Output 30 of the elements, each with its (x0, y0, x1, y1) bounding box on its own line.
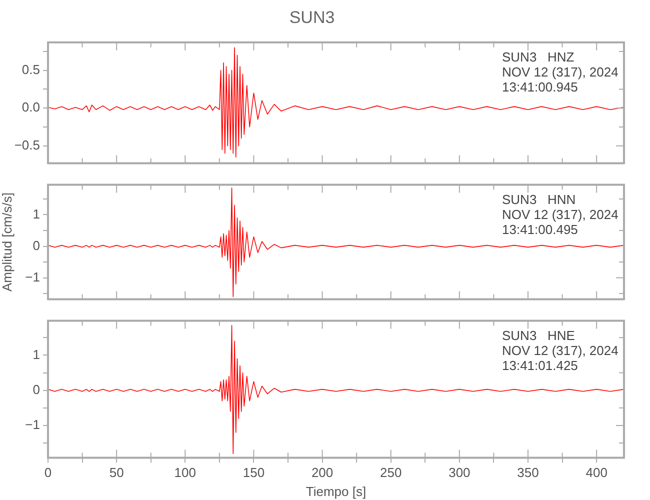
y-tick-label: 0 (32, 238, 40, 253)
x-tick-label: 0 (44, 465, 52, 480)
x-axis-title: Tiempo [s] (306, 484, 366, 499)
annotation: SUN3 HNN (502, 192, 576, 207)
annotation: 13:41:00.945 (502, 79, 578, 94)
x-tick-label: 50 (109, 465, 124, 480)
x-tick-label: 400 (586, 465, 608, 480)
annotation: 13:41:01.425 (502, 358, 578, 373)
y-tick-label: −0.5 (14, 137, 40, 152)
y-tick-label: −1 (25, 269, 40, 284)
y-axis-title: Amplitud [cm/s/s] (0, 192, 14, 292)
annotation: NOV 12 (317), 2024 (502, 342, 618, 358)
x-tick-label: 350 (517, 465, 539, 480)
x-tick-label: 150 (242, 465, 265, 480)
annotation: SUN3 HNZ (502, 49, 574, 64)
y-tick-label: 0.5 (22, 62, 40, 77)
x-tick-label: 200 (311, 465, 334, 480)
y-tick-label: 1 (32, 206, 40, 222)
annotation: 13:41:00.495 (502, 222, 578, 237)
chart-title: SUN3 (289, 8, 335, 27)
annotation: SUN3 HNE (502, 328, 576, 343)
y-tick-label: 0.0 (22, 100, 40, 115)
y-tick-label: −1 (25, 417, 40, 432)
x-tick-label: 300 (448, 465, 470, 480)
y-tick-label: 1 (32, 346, 40, 362)
annotation: NOV 12 (317), 2024 (502, 206, 618, 222)
x-tick-label: 100 (174, 465, 196, 480)
x-tick-label: 250 (380, 465, 402, 480)
y-tick-label: 0 (32, 382, 40, 397)
annotation: NOV 12 (317), 2024 (502, 64, 618, 80)
